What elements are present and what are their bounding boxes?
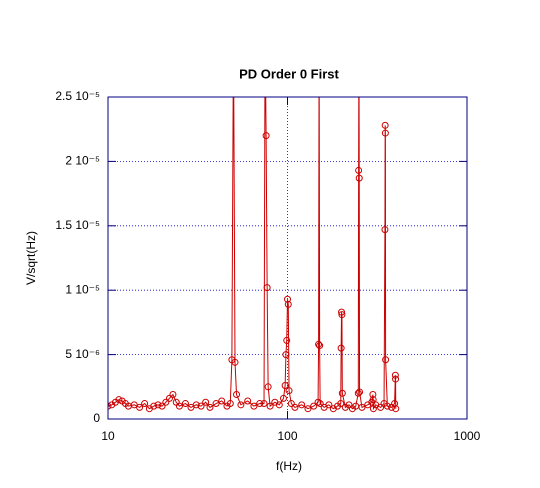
y-tick-label: 2.5 10⁻⁵ bbox=[55, 89, 100, 103]
data-point bbox=[154, 401, 162, 409]
y-tick-label: 5 10⁻⁶ bbox=[65, 347, 100, 361]
data-point bbox=[284, 295, 291, 303]
data-point bbox=[158, 402, 166, 410]
x-tick-label: 100 bbox=[277, 429, 297, 443]
data-point bbox=[356, 388, 364, 396]
data-point bbox=[281, 382, 289, 390]
data-point bbox=[338, 311, 346, 319]
x-tick-label: 10 bbox=[101, 429, 115, 443]
data-point bbox=[230, 30, 236, 36]
data-point bbox=[192, 401, 200, 409]
data-point bbox=[355, 174, 363, 182]
data-point bbox=[369, 391, 377, 399]
data-point bbox=[169, 391, 177, 399]
data-point bbox=[108, 402, 112, 410]
data-line bbox=[108, 97, 397, 411]
data-point bbox=[233, 391, 241, 399]
data-point bbox=[356, 30, 362, 36]
data-point bbox=[262, 30, 268, 36]
data-point bbox=[338, 389, 346, 397]
y-tick-label: 0 bbox=[93, 411, 100, 425]
data-point bbox=[206, 403, 214, 411]
data-point bbox=[325, 401, 333, 409]
data-point bbox=[264, 383, 272, 391]
data-point bbox=[392, 405, 400, 413]
data-point bbox=[136, 403, 144, 411]
data-point bbox=[197, 402, 205, 410]
data-point bbox=[260, 400, 268, 408]
data-point bbox=[256, 400, 264, 408]
x-axis-label: f(Hz) bbox=[276, 459, 302, 473]
data-point bbox=[298, 401, 306, 409]
data-point bbox=[175, 402, 183, 410]
data-point bbox=[285, 387, 293, 395]
data-point bbox=[266, 402, 274, 410]
data-point bbox=[141, 400, 149, 408]
data-point bbox=[345, 401, 353, 409]
data-point bbox=[231, 358, 239, 366]
data-point bbox=[202, 398, 210, 406]
data-point bbox=[310, 402, 318, 410]
data-point bbox=[315, 340, 323, 348]
data-point bbox=[354, 389, 362, 397]
data-point bbox=[162, 398, 170, 406]
data-point bbox=[280, 394, 288, 402]
data-point bbox=[338, 308, 346, 316]
data-point bbox=[181, 400, 189, 408]
data-point bbox=[355, 166, 363, 174]
data-point bbox=[383, 402, 391, 410]
x-tick-label: 1000 bbox=[454, 429, 481, 443]
data-point bbox=[337, 344, 345, 352]
data-point bbox=[381, 129, 389, 137]
data-point bbox=[250, 402, 258, 410]
data-point bbox=[291, 403, 299, 411]
data-point bbox=[381, 121, 389, 129]
data-point bbox=[244, 397, 252, 405]
data-point bbox=[237, 401, 245, 409]
data-point bbox=[382, 356, 390, 364]
plot-area bbox=[108, 30, 400, 413]
data-point bbox=[316, 30, 322, 36]
data-point bbox=[381, 226, 389, 234]
data-point bbox=[304, 405, 312, 413]
data-point bbox=[369, 405, 377, 413]
data-point bbox=[337, 400, 345, 408]
data-point bbox=[391, 371, 399, 379]
data-point bbox=[283, 336, 291, 344]
data-point bbox=[150, 402, 158, 410]
data-point bbox=[282, 351, 290, 359]
data-point bbox=[115, 396, 123, 404]
data-point bbox=[316, 342, 324, 350]
y-tick-label: 1.5 10⁻⁵ bbox=[55, 218, 100, 232]
data-point bbox=[275, 401, 283, 409]
data-point bbox=[165, 394, 173, 402]
data-point bbox=[263, 284, 271, 292]
data-point bbox=[358, 403, 366, 411]
data-point bbox=[130, 401, 138, 409]
y-axis-label: V/sqrt(Hz) bbox=[24, 231, 38, 285]
data-point bbox=[377, 403, 385, 411]
data-point bbox=[284, 300, 292, 308]
data-point bbox=[391, 400, 399, 408]
y-tick-label: 1 10⁻⁵ bbox=[65, 282, 100, 296]
data-point bbox=[212, 400, 220, 408]
data-point bbox=[287, 400, 295, 408]
data-point bbox=[218, 397, 226, 405]
data-point bbox=[226, 400, 234, 408]
data-point bbox=[262, 132, 270, 140]
data-point bbox=[392, 375, 400, 383]
grid bbox=[107, 96, 468, 420]
data-point bbox=[316, 400, 324, 408]
y-tick-label: 2 10⁻⁵ bbox=[65, 154, 100, 168]
chart-title: PD Order 0 First bbox=[239, 66, 339, 81]
